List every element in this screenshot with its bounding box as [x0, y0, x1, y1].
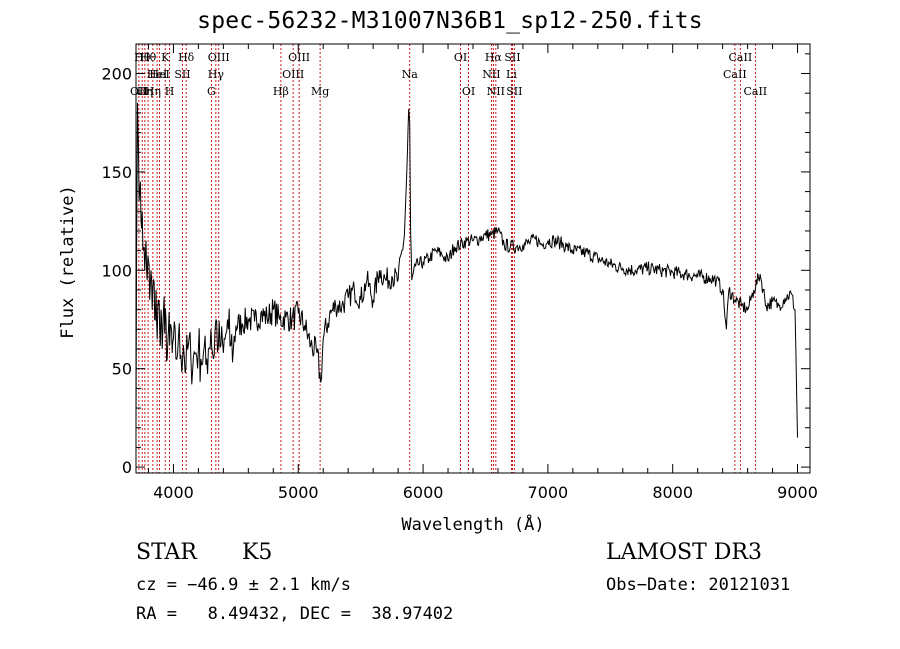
y-tick-label: 150 — [101, 163, 132, 182]
x-tick-label: 7000 — [528, 483, 569, 502]
line-marker-label: NII — [482, 68, 500, 81]
line-marker-label: OIII — [208, 51, 230, 64]
line-marker-labels: OIIHθHηHθHηHeIHeIKHSIIHδGHγOIIIHβOIIIOII… — [130, 51, 767, 98]
line-marker-label: NII — [487, 85, 505, 98]
x-axis-label: Wavelength (Å) — [401, 513, 544, 535]
line-marker-label: OI — [462, 85, 475, 98]
line-marker-label: Li — [506, 68, 517, 81]
line-marker-label: Mg — [311, 85, 329, 98]
x-axis: 4000 5000 6000 7000 8000 9000 — [147, 44, 818, 502]
object-subclass: K5 — [242, 540, 273, 565]
line-marker-label: OIII — [282, 68, 304, 81]
object-class: STAR — [136, 540, 197, 565]
line-marker-label: CaII — [723, 68, 747, 81]
line-marker-label: Hη — [137, 85, 153, 98]
series-layer — [135, 102, 798, 438]
coordinates: RA = 8.49432, DEC = 38.97402 — [136, 604, 454, 624]
line-marker-label: CaII — [743, 85, 767, 98]
line-marker-label: Hη — [145, 85, 161, 98]
y-tick-label: 50 — [112, 360, 132, 379]
line-marker-label: Hα — [485, 51, 503, 64]
y-tick-label: 200 — [101, 65, 132, 84]
y-axis-label: Flux (relative) — [58, 185, 78, 339]
line-marker-label: HeI — [149, 68, 169, 81]
y-axis: 0 50 100 150 200 — [101, 53, 810, 477]
line-marker-label: SII — [506, 85, 522, 98]
line-marker-label: Hγ — [208, 68, 225, 81]
plot-frame — [135, 43, 811, 474]
line-marker-label: OI — [454, 51, 467, 64]
line-marker-label: SII — [174, 68, 190, 81]
line-marker-label: G — [207, 85, 216, 98]
line-marker-label: Hδ — [178, 51, 195, 64]
line-marker-label: Hθ — [140, 51, 157, 64]
line-marker-label: Hβ — [273, 85, 289, 98]
redshift-value: cz = −46.9 ± 2.1 km/s — [136, 575, 351, 595]
observation-date: Obs−Date: 20121031 — [606, 575, 791, 595]
line-marker-label: Na — [402, 68, 419, 81]
y-tick-label: 0 — [122, 458, 132, 477]
line-marker-label: H — [165, 85, 175, 98]
x-tick-label: 6000 — [403, 483, 444, 502]
line-marker-label: CaII — [729, 51, 753, 64]
x-tick-label: 5000 — [278, 483, 319, 502]
line-markers — [138, 44, 756, 473]
x-tick-label: 4000 — [153, 483, 194, 502]
x-tick-label: 8000 — [652, 483, 693, 502]
spectrum-line — [135, 102, 798, 438]
line-marker-label: SII — [504, 51, 520, 64]
line-marker-label: OIII — [288, 51, 310, 64]
line-marker-label: K — [161, 51, 170, 64]
line-marker-label: HeI — [147, 68, 167, 81]
y-tick-label: 100 — [101, 261, 132, 280]
chart-title: spec-56232-M31007N36B1_sp12-250.fits — [197, 8, 703, 34]
survey-name: LAMOST DR3 — [606, 540, 762, 565]
x-tick-label: 9000 — [777, 483, 818, 502]
line-marker-label: OII — [130, 85, 148, 98]
